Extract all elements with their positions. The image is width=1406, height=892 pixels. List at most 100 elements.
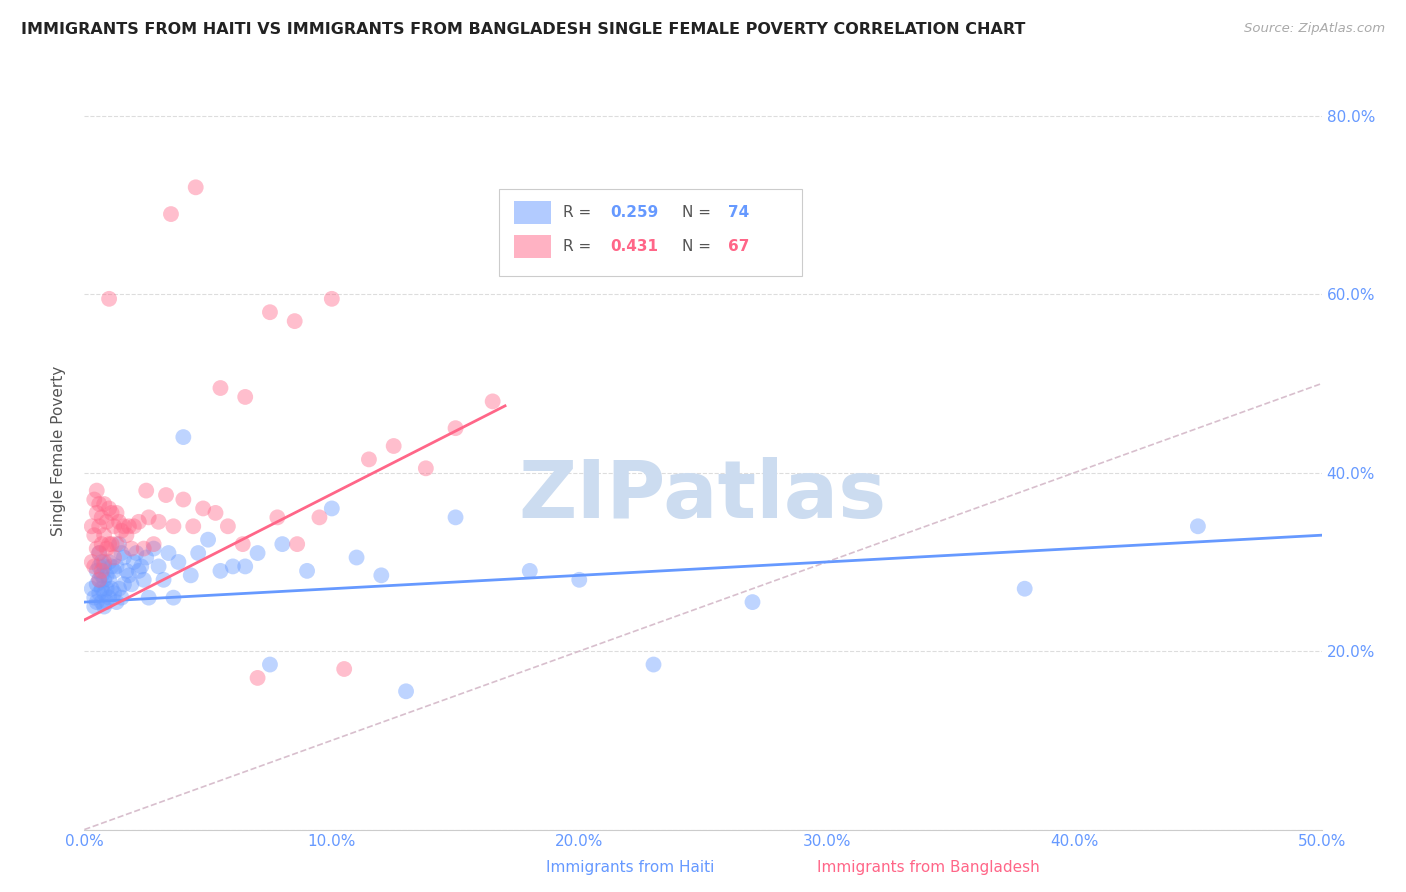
Point bbox=[93, 573, 115, 587]
Point bbox=[162, 519, 184, 533]
Point bbox=[180, 568, 202, 582]
Text: 67: 67 bbox=[728, 239, 749, 254]
Point bbox=[105, 537, 128, 551]
Point bbox=[86, 483, 108, 498]
Point bbox=[415, 461, 437, 475]
Point bbox=[181, 519, 204, 533]
Point bbox=[1187, 519, 1209, 533]
Point bbox=[108, 582, 131, 596]
Point bbox=[138, 591, 160, 605]
Bar bbox=[513, 201, 551, 224]
Point bbox=[83, 599, 105, 614]
Point bbox=[741, 595, 763, 609]
Point bbox=[1014, 582, 1036, 596]
Point bbox=[86, 541, 108, 556]
Point bbox=[321, 292, 343, 306]
Point bbox=[90, 555, 112, 569]
Point bbox=[112, 550, 135, 565]
Point bbox=[89, 586, 111, 600]
Point bbox=[128, 564, 150, 578]
Point bbox=[103, 564, 125, 578]
Text: 74: 74 bbox=[728, 205, 749, 220]
Point bbox=[93, 528, 115, 542]
Point bbox=[80, 582, 103, 596]
Point bbox=[112, 519, 135, 533]
Point bbox=[96, 582, 118, 596]
Point bbox=[308, 510, 330, 524]
Point bbox=[148, 559, 170, 574]
Point bbox=[100, 537, 122, 551]
Point bbox=[110, 591, 132, 605]
Point bbox=[125, 546, 148, 560]
Point bbox=[132, 573, 155, 587]
Point bbox=[93, 586, 115, 600]
Point bbox=[112, 577, 135, 591]
Point bbox=[103, 586, 125, 600]
Point bbox=[232, 537, 254, 551]
Point bbox=[96, 595, 118, 609]
Point bbox=[481, 394, 503, 409]
Bar bbox=[513, 235, 551, 258]
Point bbox=[259, 305, 281, 319]
Point bbox=[142, 541, 165, 556]
Point bbox=[295, 564, 318, 578]
Point bbox=[86, 577, 108, 591]
Point bbox=[184, 180, 207, 194]
Point bbox=[83, 492, 105, 507]
Point bbox=[357, 452, 380, 467]
Y-axis label: Single Female Poverty: Single Female Poverty bbox=[51, 366, 66, 535]
Point bbox=[103, 550, 125, 565]
Text: 0.259: 0.259 bbox=[610, 205, 658, 220]
Point bbox=[197, 533, 219, 547]
Point bbox=[204, 506, 226, 520]
Point bbox=[83, 559, 105, 574]
Point bbox=[128, 515, 150, 529]
Point bbox=[284, 314, 307, 328]
Point bbox=[138, 510, 160, 524]
Point bbox=[105, 506, 128, 520]
Point bbox=[643, 657, 665, 672]
Point bbox=[100, 559, 122, 574]
Text: N =: N = bbox=[682, 205, 716, 220]
Point bbox=[233, 559, 256, 574]
FancyBboxPatch shape bbox=[499, 189, 801, 277]
Point bbox=[135, 483, 157, 498]
Point bbox=[246, 546, 269, 560]
Point bbox=[132, 541, 155, 556]
Point bbox=[110, 546, 132, 560]
Point bbox=[90, 564, 112, 578]
Point bbox=[83, 528, 105, 542]
Point bbox=[89, 573, 111, 587]
Point bbox=[209, 381, 232, 395]
Point bbox=[93, 599, 115, 614]
Point bbox=[172, 492, 194, 507]
Text: IMMIGRANTS FROM HAITI VS IMMIGRANTS FROM BANGLADESH SINGLE FEMALE POVERTY CORREL: IMMIGRANTS FROM HAITI VS IMMIGRANTS FROM… bbox=[21, 22, 1025, 37]
Point bbox=[118, 568, 141, 582]
Point bbox=[93, 497, 115, 511]
Point bbox=[90, 568, 112, 582]
Point bbox=[172, 430, 194, 444]
Point bbox=[96, 541, 118, 556]
Point bbox=[129, 559, 152, 574]
Point bbox=[98, 292, 121, 306]
Point bbox=[285, 537, 308, 551]
Point bbox=[346, 550, 368, 565]
Point bbox=[89, 519, 111, 533]
Text: N =: N = bbox=[682, 239, 716, 254]
Point bbox=[86, 506, 108, 520]
Point bbox=[96, 568, 118, 582]
Point bbox=[259, 657, 281, 672]
Point bbox=[96, 515, 118, 529]
Point bbox=[108, 537, 131, 551]
Text: Immigrants from Bangladesh: Immigrants from Bangladesh bbox=[817, 861, 1039, 875]
Point bbox=[110, 524, 132, 538]
Text: ZIPatlas: ZIPatlas bbox=[519, 457, 887, 535]
Point bbox=[90, 537, 112, 551]
Point bbox=[191, 501, 214, 516]
Point bbox=[152, 573, 174, 587]
Point bbox=[105, 595, 128, 609]
Point bbox=[444, 421, 467, 435]
Point bbox=[100, 582, 122, 596]
Point bbox=[83, 591, 105, 605]
Point bbox=[157, 546, 180, 560]
